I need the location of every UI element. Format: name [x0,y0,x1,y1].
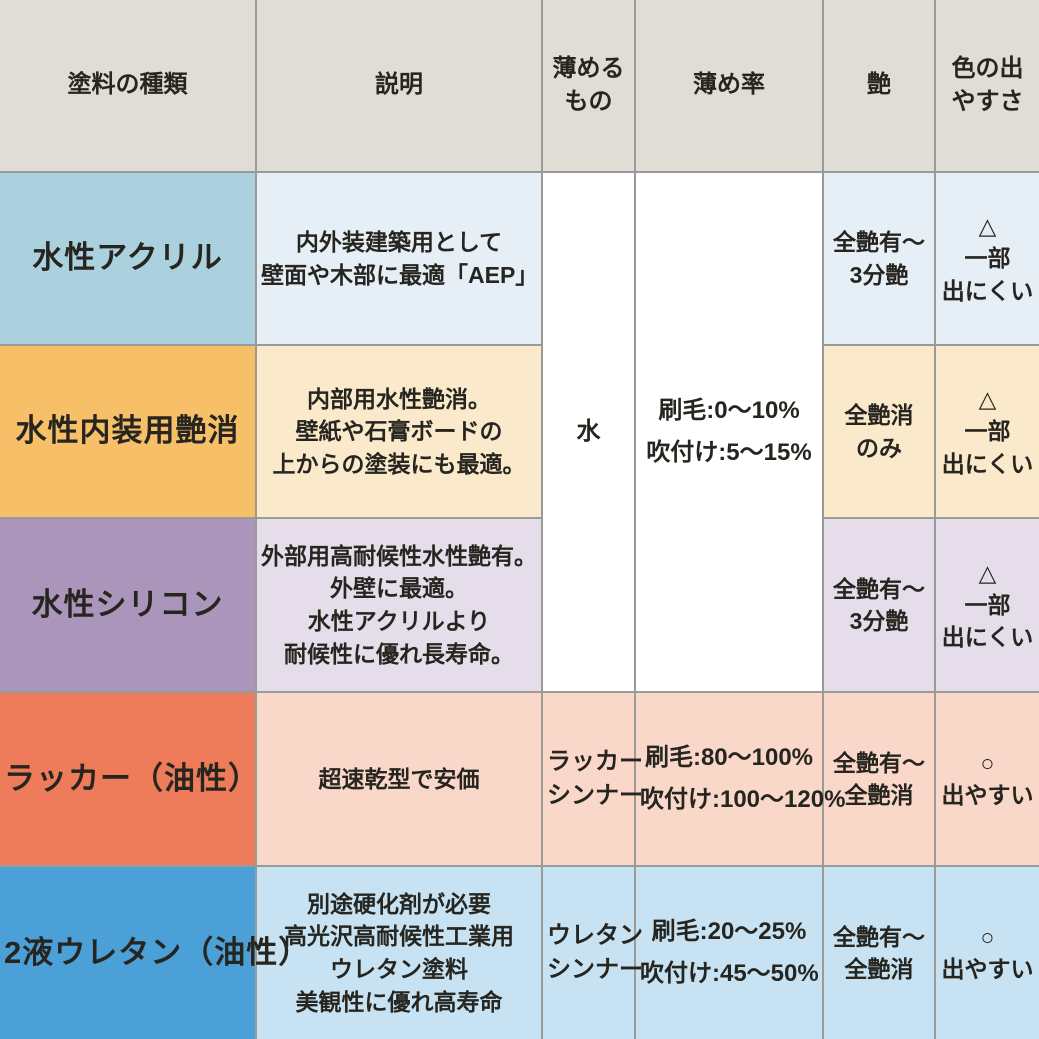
description-cell: 超速乾型で安価 [255,691,543,867]
color-ease-cell: ○ 出やすい [934,691,1039,867]
color-ease-cell: △ 一部 出にくい [934,171,1039,346]
thinner-cell: ウレタン シンナー [541,865,643,1039]
gloss-cell: 全艶有〜 全艶消 [822,865,936,1039]
paint-type-cell: 水性シリコン [0,517,257,693]
dilution-ratio-cell: 刷毛:20〜25% 吹付け:45〜50% [634,865,824,1039]
row-lacquer-oil: ラッカー（油性） 超速乾型で安価 ラッカー シンナー 刷毛:80〜100% 吹付… [0,691,1039,867]
dilution-ratio-cell: 刷毛:80〜100% 吹付け:100〜120% [634,691,845,867]
gloss-cell: 全艶有〜 3分艶 [822,171,936,346]
header-color-ease: 色の出 やすさ [934,0,1039,173]
paint-type-cell: 水性内装用艶消 [0,344,257,519]
gloss-cell: 全艶有〜 3分艶 [822,517,936,693]
description-cell: 内外装建築用として 壁面や木部に最適「AEP」 [255,171,543,346]
header-paint-type: 塗料の種類 [0,0,257,173]
color-ease-cell: △ 一部 出にくい [934,517,1039,693]
description-cell: 内部用水性艶消。 壁紙や石膏ボードの 上からの塗装にも最適。 [255,344,543,519]
paint-type-cell: 2液ウレタン（油性） [0,865,309,1039]
gloss-cell: 全艶有〜 全艶消 [822,691,936,867]
thinner-cell-water: 水 [541,171,636,693]
thinner-cell: ラッカー シンナー [541,691,643,867]
gloss-cell: 全艶消 のみ [822,344,936,519]
dilution-ratio-cell-water: 刷毛:0〜10% 吹付け:5〜15% [634,171,824,693]
header-dilution-ratio: 薄め率 [634,0,824,173]
row-water-silicone: 水性シリコン 外部用高耐候性水性艶有。 外壁に最適。 水性アクリルより 耐候性に… [0,517,1039,693]
color-ease-cell: △ 一部 出にくい [934,344,1039,519]
header-gloss: 艶 [822,0,936,173]
description-cell: 外部用高耐候性水性艶有。 外壁に最適。 水性アクリルより 耐候性に優れ長寿命。 [255,517,543,693]
color-ease-cell: ○ 出やすい [934,865,1039,1039]
paint-type-cell: ラッカー（油性） [0,691,259,867]
header-row: 塗料の種類 説明 薄める もの 薄め率 艶 色の出 やすさ [0,0,1039,173]
row-water-interior-matte: 水性内装用艶消 内部用水性艶消。 壁紙や石膏ボードの 上からの塗装にも最適。 全… [0,344,1039,519]
paint-type-cell: 水性アクリル [0,171,257,346]
header-description: 説明 [255,0,543,173]
header-thinner: 薄める もの [541,0,636,173]
row-two-part-urethane-oil: 2液ウレタン（油性） 別途硬化剤が必要 高光沢高耐候性工業用 ウレタン塗料 美観… [0,865,1039,1039]
description-cell: 別途硬化剤が必要 高光沢高耐候性工業用 ウレタン塗料 美観性に優れ高寿命 [255,865,543,1039]
row-water-acrylic: 水性アクリル 内外装建築用として 壁面や木部に最適「AEP」 水 刷毛:0〜10… [0,171,1039,693]
